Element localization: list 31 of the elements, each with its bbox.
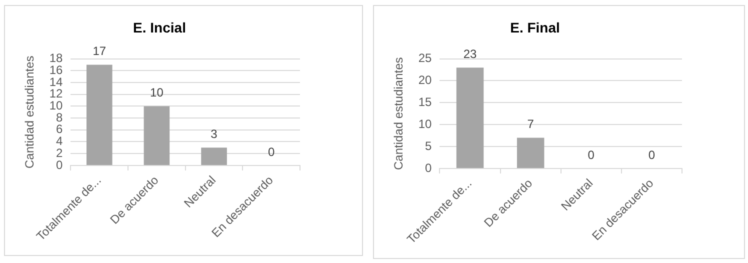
data-label: 0 <box>268 144 275 159</box>
bar <box>144 106 170 165</box>
data-label: 23 <box>463 46 478 61</box>
chart-title: E. Final <box>510 19 560 36</box>
y-tick-label: 20 <box>418 73 432 88</box>
bar <box>201 148 227 165</box>
y-tick-label: 10 <box>49 98 64 113</box>
y-tick-label: 10 <box>418 116 432 131</box>
y-tick-label: 4 <box>56 134 64 148</box>
data-label: 17 <box>92 44 106 58</box>
y-tick-label: 2 <box>56 146 64 160</box>
y-tick-label: 8 <box>56 110 64 124</box>
y-tick-label: 5 <box>425 138 432 153</box>
y-tick-label: 16 <box>49 62 64 77</box>
y-tick-label: 12 <box>49 86 64 101</box>
y-tick-label: 0 <box>56 158 64 172</box>
y-tick-label: 15 <box>418 94 432 109</box>
chart-title: E. Incial <box>133 19 186 36</box>
data-label: 7 <box>527 117 534 132</box>
y-tick-label: 6 <box>56 122 64 136</box>
y-tick-label: 14 <box>49 74 64 89</box>
y-tick-label: 25 <box>418 51 432 66</box>
y-axis-title: Cantidad estudiantes <box>22 56 37 168</box>
data-label: 3 <box>210 126 218 141</box>
data-label: 0 <box>648 148 656 162</box>
y-tick-label: 18 <box>49 51 64 66</box>
data-label: 10 <box>150 86 164 100</box>
data-label: 0 <box>588 148 595 162</box>
y-tick-label: 0 <box>425 160 432 175</box>
bar <box>86 64 112 165</box>
y-axis-title: Cantidad estudiantes <box>392 57 406 170</box>
